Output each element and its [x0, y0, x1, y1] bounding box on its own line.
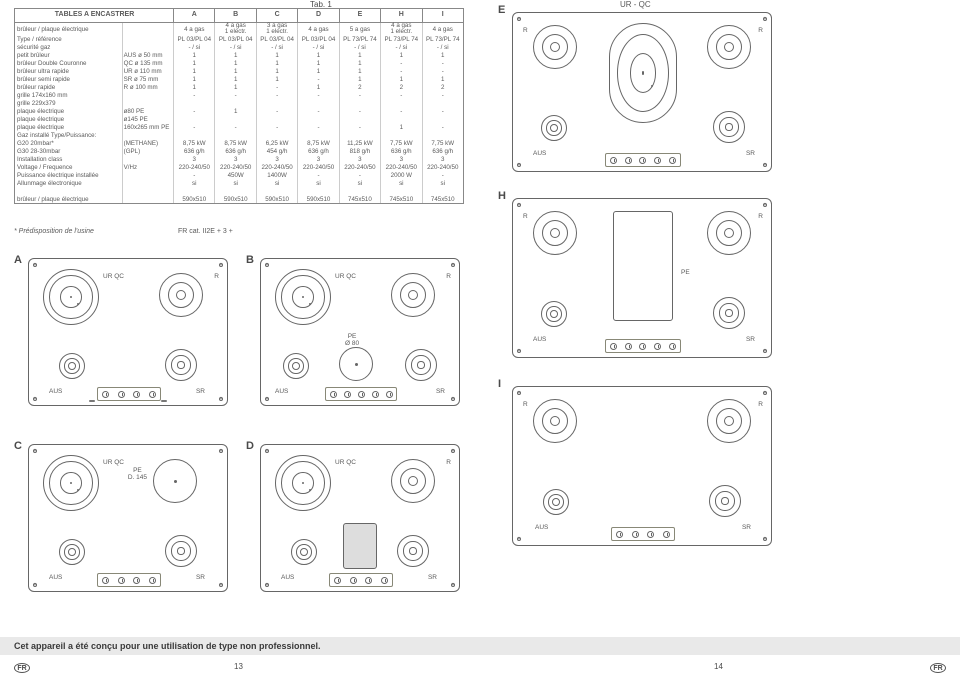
- footnote: * Prédisposition de l'usine: [14, 228, 94, 235]
- burner-r: [707, 25, 751, 69]
- label-aus: AUS: [49, 388, 62, 395]
- left-page: Tab. 1 TABLES A ENCASTRERABCDEHI brûleur…: [0, 0, 480, 685]
- cat-label: FR cat. II2E + 3 +: [178, 228, 233, 235]
- fr-badge-right: FR: [930, 663, 946, 673]
- burner-sr: [165, 535, 197, 567]
- hob-letter-i: I: [498, 378, 501, 390]
- hob-a: UR QC R AUS SR: [28, 258, 228, 406]
- bottom-strip: Cet appareil a été conçu pour une utilis…: [0, 637, 960, 655]
- burner-urqc: [275, 269, 331, 325]
- burner-r: [159, 273, 203, 317]
- hob-e: R R AUS SR: [512, 12, 772, 172]
- burner-sr: [397, 535, 429, 567]
- burner-r: [391, 459, 435, 503]
- burner-r: [533, 399, 577, 443]
- page-num-left: 13: [234, 662, 243, 671]
- hob-i: R R AUS SR: [512, 386, 772, 546]
- burner-sr: [713, 297, 745, 329]
- hob-letter-h: H: [498, 190, 506, 202]
- label-r: R: [214, 273, 219, 280]
- hob-h: R PE R AUS SR: [512, 198, 772, 358]
- plate-pe80: [339, 347, 373, 381]
- screw: [219, 263, 223, 267]
- burner-aus: [541, 115, 567, 141]
- screw: [33, 263, 37, 267]
- hob-letter-e: E: [498, 4, 505, 16]
- burner-aus: [543, 489, 569, 515]
- hob-letter-a: A: [14, 254, 22, 266]
- plate-pe-rect: [613, 211, 673, 321]
- right-page: E UR - QC R R AUS SR H R PE R AUS SR: [480, 0, 960, 685]
- fr-badge-left: FR: [14, 663, 30, 673]
- burner-r: [391, 273, 435, 317]
- hob-letter-d: D: [246, 440, 254, 452]
- burner-aus: [59, 539, 85, 565]
- burner-sr: [165, 349, 197, 381]
- burner-aus: [291, 539, 317, 565]
- burner-urqc: [43, 269, 99, 325]
- slot: [89, 400, 95, 402]
- knob-panel: [97, 387, 161, 401]
- burner-r: [533, 25, 577, 69]
- burner-aus: [541, 301, 567, 327]
- burner-sr: [709, 485, 741, 517]
- burner-aus: [59, 353, 85, 379]
- screw: [33, 397, 37, 401]
- burner-sr: [405, 349, 437, 381]
- bottom-text: Cet appareil a été conçu pour une utilis…: [14, 641, 321, 651]
- screw: [219, 397, 223, 401]
- label-sr: SR: [196, 388, 205, 395]
- hob-letter-c: C: [14, 440, 22, 452]
- slot: [161, 400, 167, 402]
- burner-urqc-center: [609, 23, 677, 123]
- burner-r: [707, 399, 751, 443]
- label-urqc: UR QC: [103, 273, 124, 280]
- spec-table: TABLES A ENCASTRERABCDEHI brûleur / plaq…: [14, 8, 464, 204]
- plate-grill: [343, 523, 377, 569]
- burner-sr: [713, 111, 745, 143]
- hob-c: UR QC PE D. 145 AUS SR: [28, 444, 228, 592]
- plate-pe145: [153, 459, 197, 503]
- burner-r: [707, 211, 751, 255]
- burner-urqc: [275, 455, 331, 511]
- burner-r: [533, 211, 577, 255]
- burner-urqc: [43, 455, 99, 511]
- page-num-right: 14: [714, 662, 723, 671]
- hob-letter-b: B: [246, 254, 254, 266]
- label-urqc-top: UR - QC: [620, 0, 651, 9]
- hob-d: UR QC R AUS SR: [260, 444, 460, 592]
- hob-b: UR QC R AUS PE Ø 80 SR: [260, 258, 460, 406]
- burner-aus: [283, 353, 309, 379]
